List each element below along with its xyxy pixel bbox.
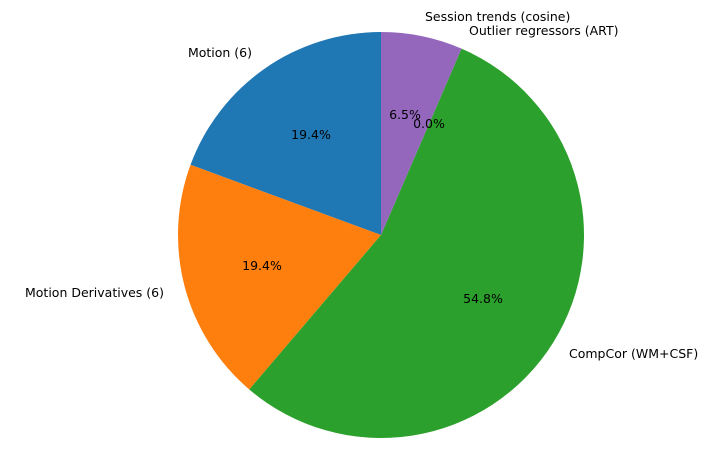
slice-label-outlier-regressors: Outlier regressors (ART) [469,23,618,38]
slice-label-session-trends: Session trends (cosine) [425,9,570,24]
slice-label-motion: Motion (6) [188,45,252,60]
slice-pct-motion-derivatives: 19.4% [242,258,282,273]
pie-slice-2 [249,48,584,439]
pie-slice-0 [190,32,381,235]
slice-pct-motion: 19.4% [291,127,331,142]
slice-label-compcor: CompCor (WM+CSF) [569,346,698,361]
slice-pct-session-trends: 6.5% [389,107,421,122]
slice-pct-compcor: 54.8% [463,291,503,306]
pie-percent-labels: 19.4% 19.4% 54.8% 0.0% 6.5% [242,107,503,306]
pie-slices [177,32,584,439]
pie-labels: Motion (6) Motion Derivatives (6) CompCo… [25,9,698,361]
slice-pct-outlier-regressors: 0.0% [413,116,445,131]
pie-slice-1 [177,164,381,390]
slice-label-motion-derivatives: Motion Derivatives (6) [25,285,164,300]
pie-slice-4 [381,32,462,235]
